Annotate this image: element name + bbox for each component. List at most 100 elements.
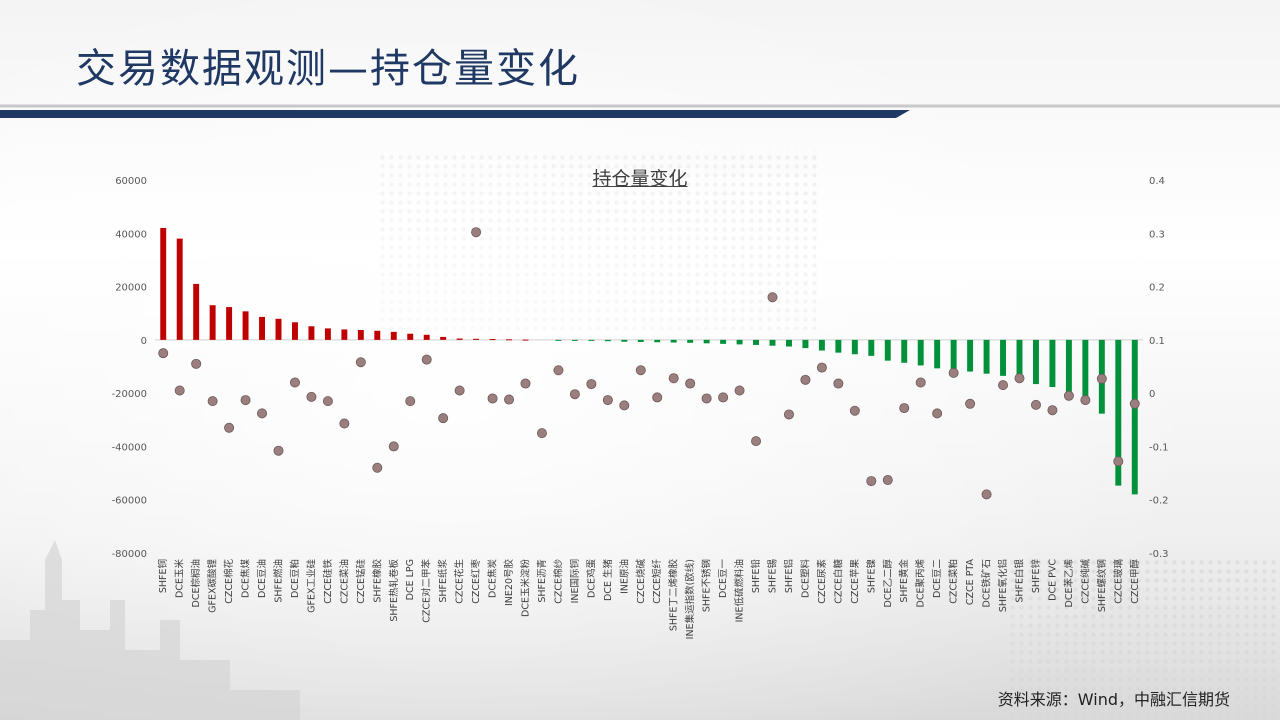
scatter-point: [602, 395, 613, 406]
scatter-point: [1129, 398, 1140, 409]
category-label: GFEX碳酸锂: [207, 559, 219, 613]
scatter-point: [783, 409, 794, 420]
scatter-point: [174, 385, 185, 396]
scatter-point: [1063, 390, 1074, 401]
scatter-point: [734, 385, 745, 396]
bar: [736, 339, 743, 345]
scatter-point: [372, 462, 383, 473]
scatter-point: [158, 348, 169, 359]
left-axis-tick-label: -40000: [112, 442, 147, 453]
category-label: DCE玉米淀粉: [520, 559, 532, 617]
bar: [473, 338, 480, 340]
title-underline-bar: [0, 104, 1280, 118]
bar: [687, 339, 694, 343]
category-label: INE集运指数(欧线): [684, 559, 696, 639]
category-label: DCE聚丙烯: [915, 559, 927, 608]
bar: [670, 339, 677, 343]
bar: [341, 329, 348, 340]
category-label: DCE玉米: [174, 559, 186, 598]
category-label: CZCE白糖: [832, 559, 844, 604]
bar: [292, 322, 298, 340]
bar: [308, 326, 315, 340]
category-label: CZCE短纤: [651, 559, 663, 604]
right-axis-tick-label: 0.4: [1149, 176, 1165, 187]
bar: [1065, 339, 1072, 393]
category-label: SHFE沥青: [536, 559, 548, 603]
scatter-point: [504, 394, 515, 405]
bar: [621, 339, 628, 342]
category-label: CZCE烧碱: [635, 559, 647, 604]
category-label: CZCE尿素: [816, 559, 828, 604]
right-axis-tick-label: -0.1: [1149, 442, 1169, 453]
category-label: CZCE对二甲苯: [421, 559, 433, 623]
bar: [423, 334, 430, 340]
right-axis-tick-label: 0.3: [1149, 229, 1165, 240]
left-axis-tick-label: 0: [141, 336, 147, 347]
category-label: CZCE PTA: [965, 559, 976, 606]
bar: [571, 339, 578, 341]
category-label: SHFE白银: [1014, 559, 1026, 603]
right-axis-tick-label: 0.1: [1149, 336, 1165, 347]
right-axis-tick-label: -0.3: [1149, 549, 1169, 560]
scatter-point: [388, 441, 399, 452]
slide-title: 交易数据观测—持仓量变化: [76, 46, 580, 92]
category-label: SHFE铜: [157, 559, 169, 593]
scatter-point: [289, 377, 300, 388]
left-axis-tick-label: 60000: [115, 176, 147, 187]
bar: [934, 339, 941, 369]
category-label: SHFE黄金: [898, 559, 910, 603]
scatter-point: [569, 389, 580, 400]
category-label: CZCE菜油: [338, 559, 350, 604]
scatter-point: [191, 358, 202, 369]
category-label: INE低硫燃料油: [734, 559, 746, 622]
category-label: SHFE螺纹钢: [1096, 559, 1108, 612]
category-label: DCE 生猪: [602, 559, 614, 601]
bar: [456, 338, 463, 340]
category-label: CZCE花生: [454, 559, 466, 604]
scatter-point: [882, 474, 893, 485]
bar: [160, 227, 167, 340]
scatter-point: [635, 365, 646, 376]
scatter-point: [1030, 399, 1041, 410]
category-label: CZCE纯碱: [1079, 559, 1091, 604]
category-label: SHFE纸浆: [437, 559, 449, 603]
bar: [917, 339, 924, 366]
category-label: DCE PVC: [1047, 559, 1058, 601]
category-label: DCE豆油: [256, 559, 268, 598]
left-axis-tick-label: 20000: [115, 283, 147, 294]
category-label: DCE豆粕: [289, 559, 301, 598]
scatter-point: [701, 393, 712, 404]
left-axis-tick-label: 40000: [115, 229, 147, 240]
category-label: DCE焦炭: [487, 559, 499, 598]
scatter-point: [454, 385, 465, 396]
category-label: DCE焦煤: [240, 559, 252, 598]
category-label: DCE LPG: [405, 559, 416, 600]
bar: [242, 311, 249, 340]
bar: [868, 339, 875, 356]
category-label: SHFE铅: [750, 559, 762, 594]
category-label: INE20号胶: [503, 559, 515, 606]
bar: [1082, 339, 1089, 398]
bar: [802, 339, 809, 349]
category-label: DCE乙二醇: [882, 559, 894, 608]
left-axis-tick-label: -20000: [112, 389, 147, 400]
bar: [489, 339, 496, 341]
category-label: CZCE玻璃: [1112, 559, 1124, 604]
bar: [1016, 339, 1023, 379]
scatter-point: [306, 391, 317, 402]
source-note: 资料来源：Wind，中融汇信期货: [997, 690, 1230, 709]
scatter-point: [1014, 373, 1025, 384]
bar: [1115, 339, 1122, 486]
category-label: SHFE热轧卷板: [388, 559, 400, 622]
scatter-point: [668, 373, 679, 384]
bar: [275, 318, 282, 340]
scatter-point: [487, 393, 498, 404]
scatter-point: [751, 436, 762, 447]
scatter-point: [932, 408, 943, 419]
category-label: SHFE锌: [1030, 559, 1042, 594]
category-label: SHFE燃油: [273, 559, 285, 603]
scatter-point: [816, 362, 827, 373]
bar: [604, 339, 611, 342]
category-label: DCE棕榈油: [190, 559, 202, 607]
scatter-point: [553, 365, 564, 376]
